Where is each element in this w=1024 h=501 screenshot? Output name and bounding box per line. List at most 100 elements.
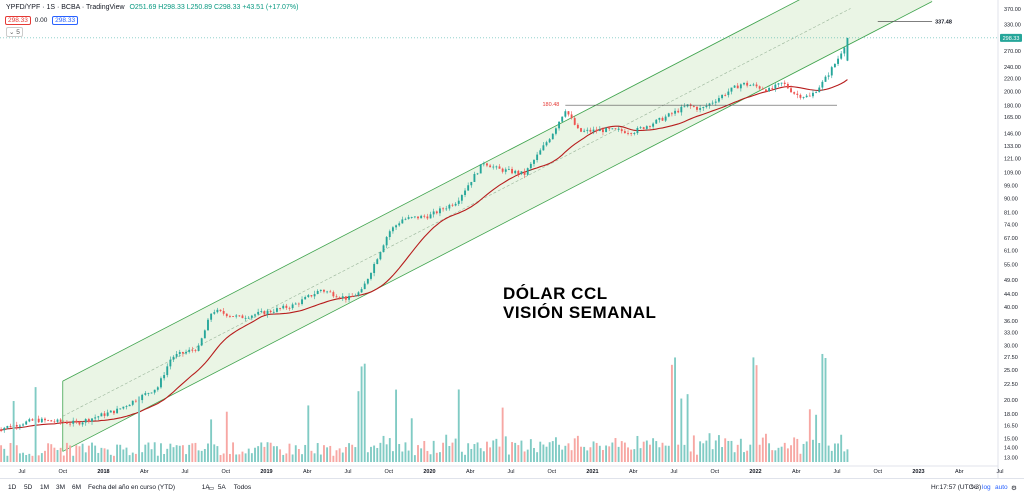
candle-body bbox=[473, 173, 476, 182]
candle-body bbox=[523, 171, 526, 175]
volume-bar bbox=[56, 450, 59, 462]
target-label-337: 337.48 bbox=[935, 19, 952, 25]
candle-body bbox=[313, 294, 316, 297]
volume-bar bbox=[172, 447, 175, 462]
volume-bar bbox=[254, 447, 256, 462]
timeframe-button[interactable]: 3M bbox=[56, 484, 66, 491]
timeframe-button[interactable]: Todos bbox=[233, 484, 252, 491]
x-tick-label: Jul bbox=[670, 469, 677, 475]
candle-body bbox=[752, 84, 755, 86]
volume-bar bbox=[736, 444, 739, 462]
y-tick-label: 165.00 bbox=[1004, 115, 1021, 121]
volume-bar bbox=[843, 451, 846, 462]
volume-bar bbox=[586, 450, 589, 462]
candle-body bbox=[793, 92, 796, 94]
timeframe-button[interactable]: 5A bbox=[217, 484, 226, 491]
volume-bar bbox=[479, 448, 482, 462]
volume-bar bbox=[65, 442, 68, 462]
volume-bar bbox=[109, 454, 112, 462]
volume-bar bbox=[160, 443, 162, 462]
calendar-icon[interactable]: ▭ bbox=[208, 485, 215, 492]
candle-body bbox=[87, 419, 90, 422]
timeframe-button[interactable]: 1A bbox=[201, 484, 210, 491]
volume-bar bbox=[87, 445, 90, 462]
volume-bar bbox=[100, 447, 103, 462]
candle-body bbox=[492, 166, 495, 168]
volume-bar bbox=[210, 419, 213, 462]
y-tick-label: 109.00 bbox=[1004, 171, 1021, 177]
volume-bar bbox=[166, 448, 169, 462]
candle-body bbox=[533, 160, 535, 164]
candle-body bbox=[37, 418, 40, 423]
percent-toggle[interactable]: % bbox=[971, 484, 977, 491]
candle-body bbox=[401, 219, 404, 224]
volume-bar bbox=[692, 435, 695, 462]
volume-bar bbox=[420, 448, 423, 462]
settings-gear-icon[interactable]: ⚙ bbox=[1011, 485, 1017, 492]
y-tick-label: 15.00 bbox=[1004, 436, 1018, 442]
volume-bar bbox=[608, 446, 611, 462]
candle-body bbox=[338, 297, 341, 299]
timeframe-button[interactable]: 1M bbox=[40, 484, 50, 491]
y-tick-label: 22.50 bbox=[1004, 382, 1018, 388]
candle-body bbox=[194, 350, 197, 351]
volume-bar bbox=[774, 450, 777, 462]
volume-bar bbox=[97, 452, 100, 462]
sell-price-pill[interactable]: 298.33 bbox=[5, 16, 31, 25]
timeframe-button[interactable]: Fecha del año en curso (YTD) bbox=[88, 484, 176, 491]
price-pills: 298.33 0.00 298.33 bbox=[5, 16, 80, 25]
volume-bar bbox=[134, 453, 137, 462]
volume-bar bbox=[815, 414, 818, 462]
volume-bar bbox=[752, 357, 755, 462]
volume-bar bbox=[417, 445, 419, 462]
candle-body bbox=[815, 92, 818, 93]
volume-bar bbox=[257, 446, 260, 462]
x-tick-label: 2021 bbox=[586, 469, 598, 475]
ohlc-readout: O251.69 H298.33 L250.89 C298.33 +43.51 (… bbox=[129, 4, 299, 11]
indicators-toggle[interactable]: ⌄ 5 bbox=[6, 27, 23, 37]
volume-bar bbox=[467, 443, 470, 462]
log-toggle[interactable]: log bbox=[982, 484, 991, 491]
candle-body bbox=[232, 316, 235, 317]
volume-bar bbox=[511, 442, 513, 462]
candle-body bbox=[257, 311, 260, 315]
candle-body bbox=[216, 309, 219, 313]
candle-body bbox=[59, 419, 62, 422]
candle-body bbox=[717, 98, 720, 102]
volume-bar bbox=[241, 451, 244, 462]
volume-bar bbox=[348, 443, 350, 462]
volume-bar bbox=[53, 447, 56, 462]
candle-body bbox=[655, 119, 658, 124]
candle-body bbox=[711, 102, 714, 104]
y-tick-label: 61.00 bbox=[1004, 248, 1018, 254]
candle-body bbox=[658, 117, 661, 120]
candle-body bbox=[827, 75, 830, 77]
timeframe-button[interactable]: 5D bbox=[24, 484, 33, 491]
clock-readout[interactable]: Hr:17:57 (UTC-3) bbox=[931, 484, 982, 491]
candle-body bbox=[413, 216, 416, 218]
volume-bar bbox=[592, 441, 595, 462]
candle-body bbox=[733, 85, 736, 88]
candle-body bbox=[297, 303, 300, 305]
symbol-title[interactable]: YPFD/YPF · 1S · BCBA · TradingView bbox=[6, 4, 125, 11]
volume-bar bbox=[655, 441, 658, 462]
auto-toggle[interactable]: auto bbox=[995, 484, 1008, 491]
buy-price-pill[interactable]: 298.33 bbox=[52, 16, 79, 25]
volume-bar bbox=[724, 438, 727, 462]
timeframe-button[interactable]: 6M bbox=[72, 484, 82, 491]
volume-bar bbox=[652, 438, 655, 462]
candle-body bbox=[344, 296, 347, 300]
volume-bar bbox=[288, 443, 291, 462]
y-tick-label: 27.50 bbox=[1004, 355, 1018, 361]
x-tick-label: Abr bbox=[792, 469, 801, 475]
volume-bar bbox=[37, 455, 40, 462]
volume-bar bbox=[250, 453, 253, 462]
y-tick-label: 14.00 bbox=[1004, 446, 1018, 452]
y-tick-label: 25.00 bbox=[1004, 368, 1018, 374]
candle-body bbox=[153, 389, 156, 393]
candle-body bbox=[692, 106, 695, 107]
candle-body bbox=[774, 84, 777, 89]
timeframe-button[interactable]: 1D bbox=[8, 484, 17, 491]
